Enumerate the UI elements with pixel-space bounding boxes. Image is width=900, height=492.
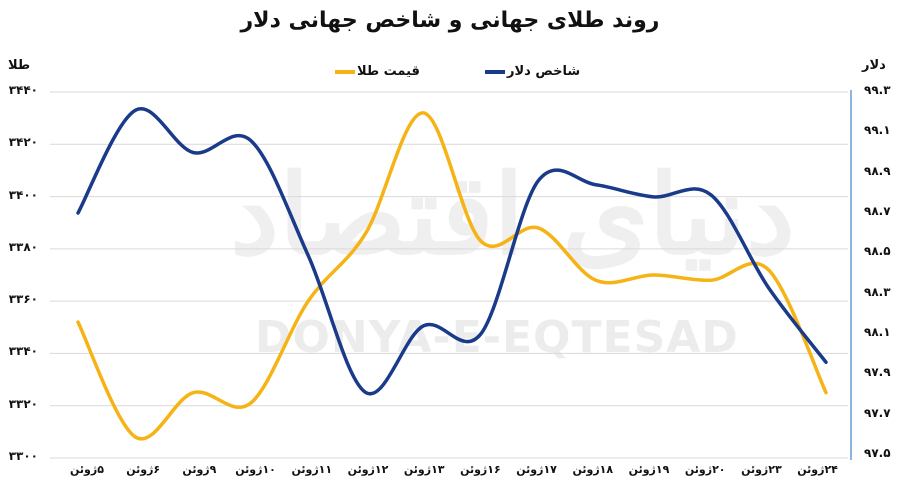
right-tick-label: ۹۷.۵	[864, 446, 891, 460]
x-tick-label: ۲۰ژوئن	[684, 463, 726, 476]
legend-swatch-dollar-icon	[485, 69, 505, 74]
left-tick-label: ۳۳۸۰	[8, 239, 38, 254]
x-tick-label: ۱۰ژوئن	[235, 463, 276, 476]
legend-swatch-gold-icon	[335, 69, 355, 74]
watermark-english: DONYA-E-EQTESAD	[255, 312, 739, 363]
x-tick-label: ۱۳ژوئن	[403, 463, 445, 476]
x-tick-label: ۱۱ژوئن	[291, 463, 333, 476]
legend-item-gold: قیمت طلا	[335, 64, 420, 79]
x-tick-label: ۹ژوئن	[182, 463, 217, 476]
left-axis-title: طلا	[8, 58, 31, 73]
legend-item-dollar: شاخص دلار	[485, 64, 580, 79]
legend-label-dollar: شاخص دلار	[507, 64, 581, 79]
x-tick-label: ۱۲ژوئن	[347, 463, 389, 476]
right-tick-label: ۹۹.۳	[864, 83, 891, 97]
left-tick-label: ۳۳۰۰	[8, 449, 38, 463]
x-tick-label: ۱۸ژوئن	[572, 463, 614, 476]
x-tick-label: ۶ژوئن	[126, 463, 161, 476]
right-tick-label: ۹۸.۳	[864, 284, 891, 299]
x-tick-label: ۵ژوئن	[70, 463, 104, 476]
left-tick-label: ۳۳۶۰	[8, 292, 38, 307]
x-tick-label: ۱۹ژوئن	[628, 463, 670, 476]
right-tick-label: ۹۷.۷	[864, 405, 891, 420]
gold-price-line	[76, 111, 828, 441]
right-tick-label: ۹۸.۱	[864, 325, 891, 339]
x-tick-label: ۱۷ژوئن	[516, 463, 557, 476]
right-tick-label: ۹۸.۵	[864, 244, 891, 259]
watermark-persian: دنیای اقتصاد	[230, 150, 795, 279]
left-tick-label: ۳۴۲۰	[8, 135, 38, 150]
chart-title: روند طلای جهانی و شاخص جهانی دلار	[240, 8, 660, 33]
legend-label-gold: قیمت طلا	[357, 64, 420, 79]
x-tick-label: ۲۴ژوئن	[797, 463, 838, 476]
right-tick-label: ۹۷.۹	[864, 365, 891, 380]
right-tick-label: ۹۸.۹	[864, 163, 891, 178]
left-tick-label: ۳۴۰۰	[8, 187, 38, 202]
x-tick-label: ۱۶ژوئن	[460, 463, 501, 476]
right-tick-label: ۹۹.۱	[864, 123, 891, 138]
x-tick-label: ۲۳ژوئن	[741, 463, 782, 476]
left-tick-label: ۳۴۴۰	[8, 83, 38, 97]
legend: قیمت طلا شاخص دلار	[0, 64, 900, 86]
right-axis-title: دلار	[862, 58, 886, 73]
left-tick-label: ۳۳۲۰	[8, 396, 38, 411]
left-tick-label: ۳۳۴۰	[8, 344, 38, 359]
dollar-index-line	[76, 107, 828, 396]
right-tick-label: ۹۸.۷	[864, 204, 891, 218]
